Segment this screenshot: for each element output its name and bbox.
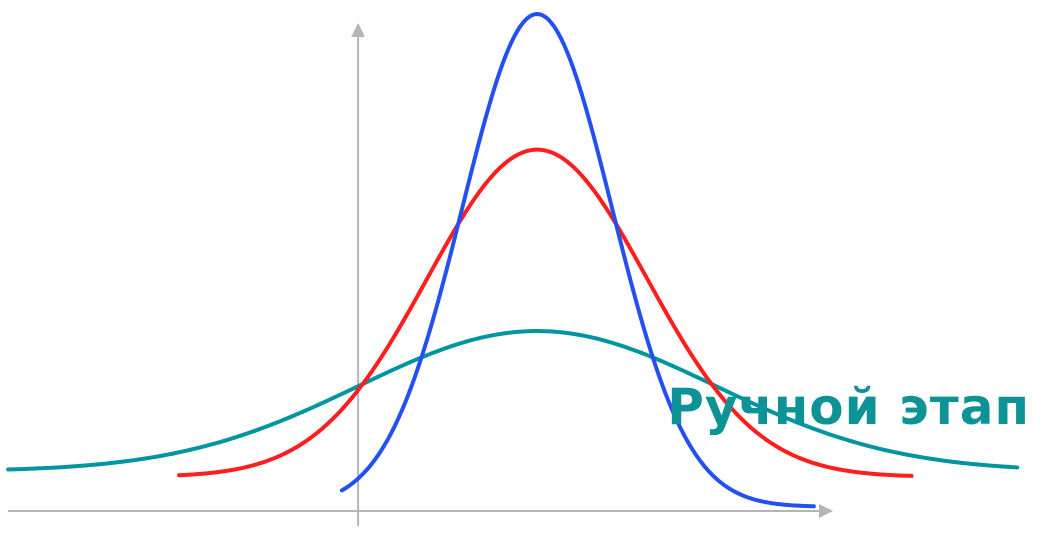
manual-stage-label: Ручной этап — [667, 378, 1030, 436]
series-line-1 — [6, 329, 1020, 472]
series-line-2 — [177, 147, 914, 478]
axes — [8, 23, 833, 526]
series-line-3 — [339, 12, 816, 509]
curves — [6, 12, 1020, 509]
